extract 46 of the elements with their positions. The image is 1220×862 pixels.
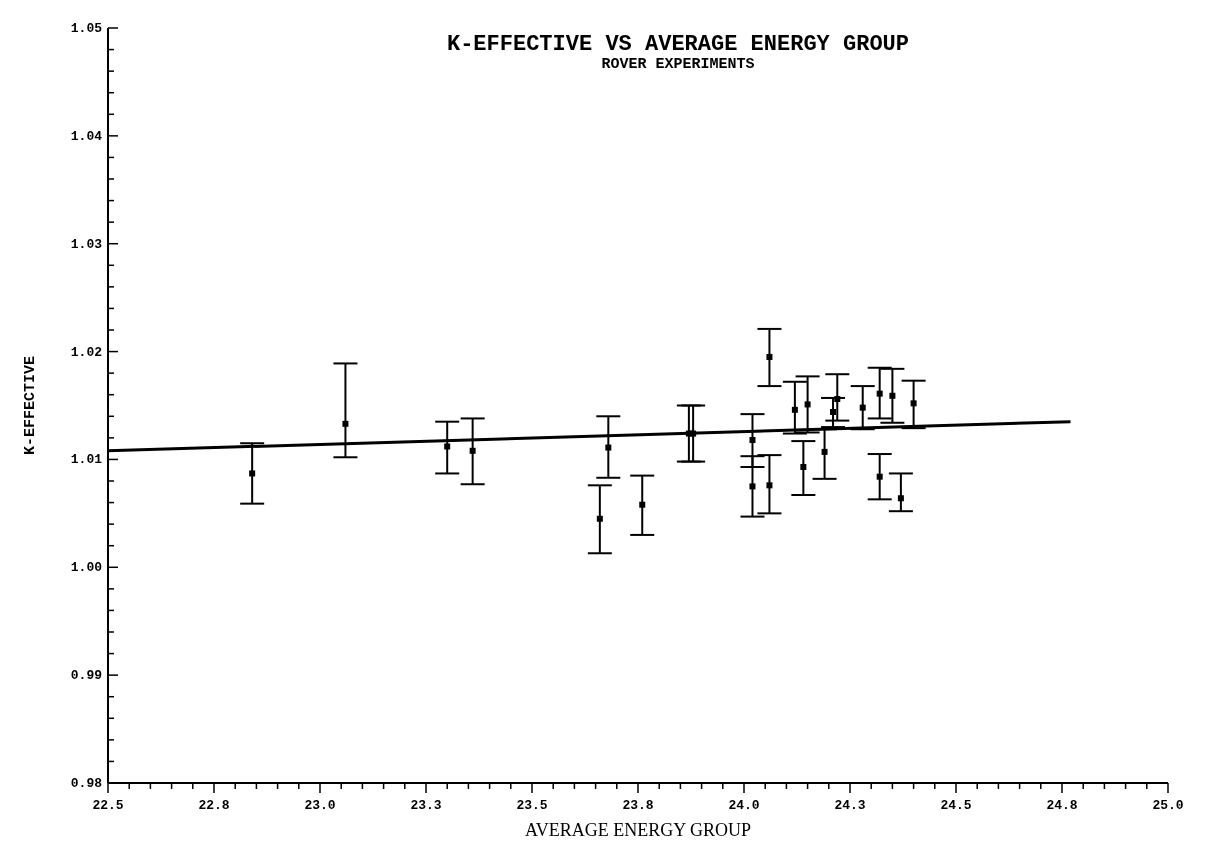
- x-tick-label: 24.5: [940, 798, 972, 813]
- point: [876, 473, 883, 480]
- point: [444, 443, 451, 450]
- y-tick-label: 1.01: [70, 452, 103, 468]
- point: [800, 463, 807, 470]
- x-tick-label: 24.0: [728, 798, 760, 813]
- y-tick-label: 1.03: [70, 236, 103, 252]
- point: [830, 408, 837, 415]
- y-tick-label: 1.02: [70, 344, 103, 360]
- point: [766, 353, 773, 360]
- x-tick-label: 24.8: [1046, 798, 1078, 813]
- point: [469, 447, 476, 454]
- y-tick-label: 1.05: [70, 21, 103, 36]
- y-tick-label: 0.99: [70, 668, 103, 684]
- x-tick-label: 22.8: [198, 798, 230, 813]
- x-tick-label: 23.0: [304, 798, 336, 813]
- y-tick-label: 1.00: [70, 560, 103, 576]
- y-tick-label: 1.04: [70, 128, 103, 144]
- point: [766, 482, 773, 489]
- point: [596, 515, 603, 522]
- y-axis-title: K-EFFECTIVE: [22, 355, 39, 456]
- x-tick-label: 23.8: [622, 798, 654, 813]
- point: [859, 404, 866, 411]
- x-axis-title: AVERAGE ENERGY GROUP: [524, 820, 752, 840]
- x-tick-label: 25.0: [1152, 798, 1184, 813]
- chart-title: K-EFFECTIVE VS AVERAGE ENERGY GROUP: [446, 32, 910, 57]
- point: [876, 390, 883, 397]
- point: [821, 448, 828, 455]
- point: [889, 392, 896, 399]
- point: [910, 400, 917, 407]
- x-tick-label: 23.5: [516, 798, 548, 813]
- point: [791, 406, 798, 413]
- y-tick-label: 0.98: [70, 776, 103, 791]
- point: [605, 444, 612, 451]
- point: [639, 501, 646, 508]
- point: [342, 420, 349, 427]
- point: [804, 401, 811, 408]
- point: [249, 470, 256, 477]
- point: [834, 396, 841, 403]
- x-tick-label: 24.3: [834, 798, 866, 813]
- text: ROVER EXPERIMENTS: [601, 56, 755, 73]
- x-tick-label: 23.3: [410, 798, 442, 813]
- x-tick-label: 22.5: [92, 798, 124, 813]
- point: [897, 495, 904, 502]
- point: [749, 437, 756, 444]
- point: [749, 483, 756, 490]
